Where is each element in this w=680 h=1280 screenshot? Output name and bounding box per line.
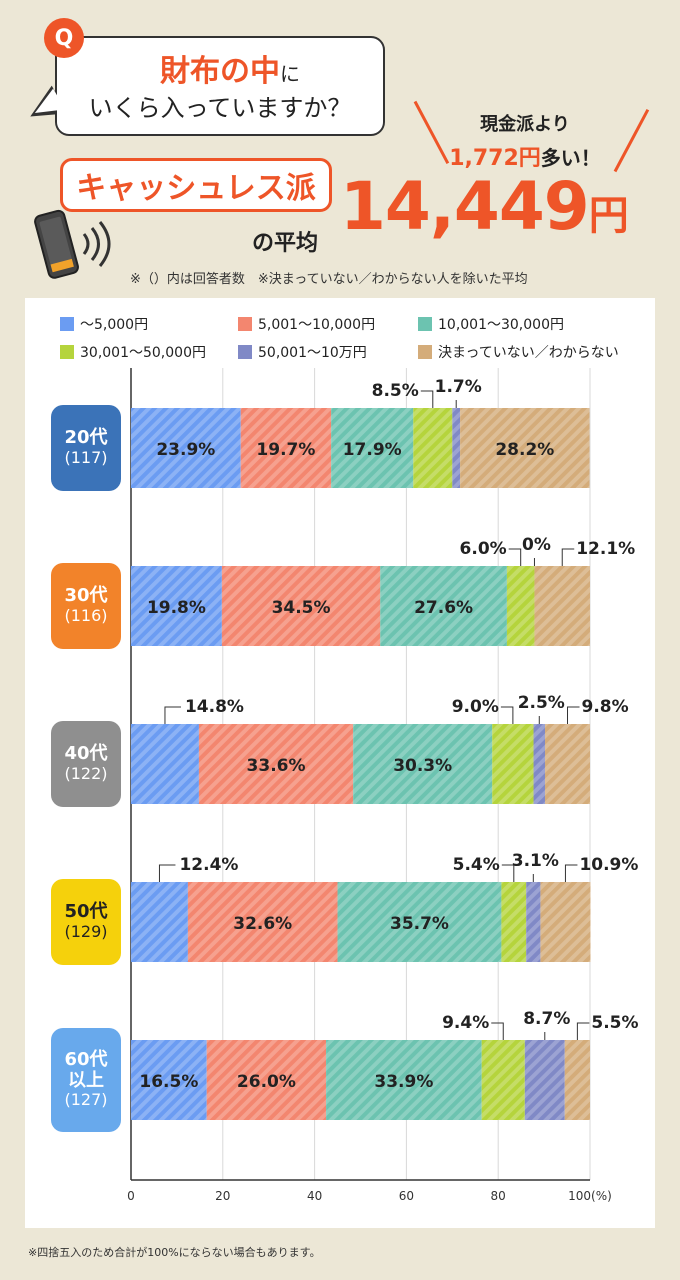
group-name: 30代 — [64, 585, 108, 607]
footnote: ※四捨五入のため合計が100%にならない場合もあります。 — [28, 1246, 321, 1259]
big-number-unit: 円 — [588, 193, 629, 239]
average-label: の平均 — [251, 231, 318, 256]
group-badge: 40代 (122) — [51, 721, 121, 807]
group-badge: 50代 (129) — [51, 879, 121, 965]
compare-amount: 1,772円 — [449, 146, 541, 171]
legend-swatch-4 — [60, 345, 74, 359]
group-badge: 30代 (116) — [51, 563, 121, 649]
legend-swatch-5 — [238, 345, 252, 359]
group-respondents: (127) — [64, 1090, 108, 1110]
legend-item-1: ～5,000円 — [60, 314, 148, 334]
legend-label-4: 30,001～50,000円 — [80, 345, 206, 361]
question-bubble — [55, 36, 385, 136]
question-line2: いくら入っていますか？ — [88, 94, 352, 122]
legend-label-2: 5,001～10,000円 — [258, 317, 376, 333]
group-name: 20代 — [64, 427, 108, 449]
question-strong: 財布の中 — [160, 54, 280, 89]
group-name: 40代 — [64, 743, 108, 765]
legend-label-6: 決まっていない／わからない — [438, 345, 619, 361]
legend-item-2: 5,001～10,000円 — [238, 314, 375, 334]
legend-swatch-6 — [418, 345, 432, 359]
big-number: 14,449円 — [340, 168, 629, 245]
question-tail: に — [280, 62, 300, 86]
smartphone-icon — [34, 209, 111, 279]
legend-label-3: 10,001～30,000円 — [438, 317, 564, 333]
q-badge: Q — [44, 18, 84, 58]
header-note: ※（）内は回答者数 ※決まっていない／わからない人を除いた平均 — [130, 272, 528, 287]
legend-swatch-2 — [238, 317, 252, 331]
compare-line1: 現金派より — [480, 114, 570, 135]
group-badge: 60代 以上 (127) — [51, 1028, 121, 1132]
group-badge: 20代 (117) — [51, 405, 121, 491]
legend-item-6: 決まっていない／わからない — [418, 342, 619, 362]
cashless-label: キャッシュレス派 — [60, 158, 332, 212]
group-respondents: (129) — [64, 922, 108, 942]
question-line1: 財布の中に — [80, 46, 380, 90]
legend-item-3: 10,001～30,000円 — [418, 314, 564, 334]
group-respondents: (122) — [64, 764, 108, 784]
legend-label-1: ～5,000円 — [80, 317, 149, 333]
group-respondents: (116) — [64, 606, 108, 626]
legend-label-5: 50,001～10万円 — [258, 345, 367, 361]
legend-item-4: 30,001～50,000円 — [60, 342, 206, 362]
big-number-value: 14,449 — [340, 168, 590, 245]
compare-line2: 1,772円多い！ — [425, 140, 625, 172]
legend-item-5: 50,001～10万円 — [238, 342, 367, 362]
legend-swatch-1 — [60, 317, 74, 331]
compare-tail: 多い！ — [540, 146, 601, 170]
group-name: 60代 以上 — [64, 1049, 108, 1091]
group-name: 50代 — [64, 901, 108, 923]
legend-swatch-3 — [418, 317, 432, 331]
group-respondents: (117) — [64, 448, 108, 468]
